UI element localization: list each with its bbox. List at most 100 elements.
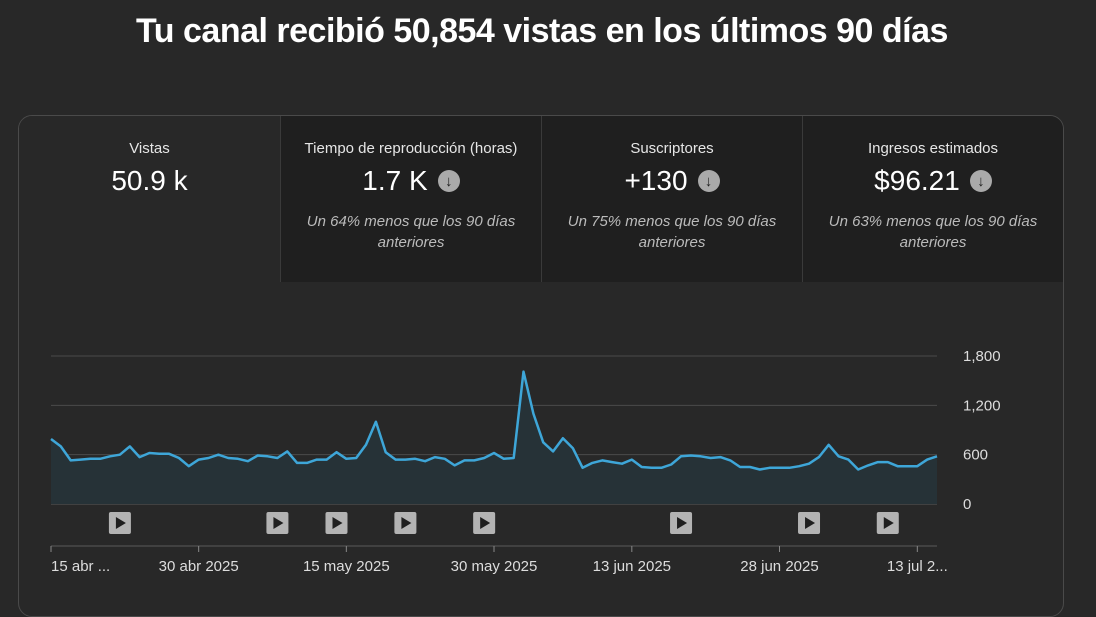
data-point[interactable] bbox=[865, 462, 871, 468]
data-point[interactable] bbox=[432, 454, 438, 460]
data-point[interactable] bbox=[737, 464, 743, 470]
data-point[interactable] bbox=[333, 449, 339, 455]
data-point[interactable] bbox=[599, 457, 605, 463]
data-point[interactable] bbox=[796, 463, 802, 469]
data-point[interactable] bbox=[442, 456, 448, 462]
data-point[interactable] bbox=[255, 452, 261, 458]
data-point[interactable] bbox=[68, 457, 74, 463]
data-point[interactable] bbox=[412, 456, 418, 462]
data-point[interactable] bbox=[885, 459, 891, 465]
data-point[interactable] bbox=[649, 465, 655, 471]
data-point[interactable] bbox=[117, 452, 123, 458]
data-point[interactable] bbox=[235, 456, 241, 462]
data-point[interactable] bbox=[924, 457, 930, 463]
data-point[interactable] bbox=[629, 457, 635, 463]
data-point[interactable] bbox=[747, 464, 753, 470]
data-point[interactable] bbox=[895, 463, 901, 469]
data-point[interactable] bbox=[353, 455, 359, 461]
metric-tab-views[interactable]: Vistas 50.9 k bbox=[19, 116, 280, 282]
data-point[interactable] bbox=[934, 453, 940, 459]
data-point[interactable] bbox=[294, 460, 300, 466]
data-point[interactable] bbox=[186, 463, 192, 469]
data-point[interactable] bbox=[471, 457, 477, 463]
data-point[interactable] bbox=[461, 457, 467, 463]
data-point[interactable] bbox=[146, 450, 152, 456]
data-point[interactable] bbox=[530, 411, 536, 417]
data-point[interactable] bbox=[816, 454, 822, 460]
data-point[interactable] bbox=[314, 457, 320, 463]
data-point[interactable] bbox=[698, 453, 704, 459]
data-point[interactable] bbox=[402, 457, 408, 463]
data-point[interactable] bbox=[875, 459, 881, 465]
data-point[interactable] bbox=[491, 450, 497, 456]
data-point[interactable] bbox=[206, 455, 212, 461]
data-point[interactable] bbox=[87, 456, 93, 462]
data-point[interactable] bbox=[48, 436, 54, 442]
data-point[interactable] bbox=[855, 466, 861, 472]
data-point[interactable] bbox=[658, 465, 664, 471]
data-point[interactable] bbox=[776, 465, 782, 471]
data-point[interactable] bbox=[343, 456, 349, 462]
arrow-down-circle-icon: ↓ bbox=[697, 170, 720, 192]
metric-tab-subscribers[interactable]: Suscriptores +130 ↓ Un 75% menos que los… bbox=[541, 116, 802, 282]
data-point[interactable] bbox=[589, 460, 595, 466]
data-point[interactable] bbox=[176, 455, 182, 461]
data-point[interactable] bbox=[274, 455, 280, 461]
metric-tab-revenue[interactable]: Ingresos estimados $96.21 ↓ Un 63% menos… bbox=[802, 116, 1063, 282]
data-point[interactable] bbox=[58, 443, 64, 449]
data-point[interactable] bbox=[196, 457, 202, 463]
data-point[interactable] bbox=[550, 448, 556, 454]
data-point[interactable] bbox=[225, 455, 231, 461]
data-point[interactable] bbox=[580, 465, 586, 471]
data-point[interactable] bbox=[284, 448, 290, 454]
data-point[interactable] bbox=[265, 453, 271, 459]
data-point[interactable] bbox=[422, 458, 428, 464]
data-point[interactable] bbox=[717, 454, 723, 460]
data-point[interactable] bbox=[481, 455, 487, 461]
data-point[interactable] bbox=[304, 460, 310, 466]
data-point[interactable] bbox=[156, 451, 162, 457]
data-point[interactable] bbox=[560, 435, 566, 441]
data-point[interactable] bbox=[324, 457, 330, 463]
data-point[interactable] bbox=[767, 465, 773, 471]
data-point[interactable] bbox=[708, 455, 714, 461]
data-point[interactable] bbox=[727, 457, 733, 463]
data-point[interactable] bbox=[521, 369, 527, 375]
data-point[interactable] bbox=[786, 465, 792, 471]
data-point[interactable] bbox=[127, 443, 133, 449]
data-point[interactable] bbox=[826, 442, 832, 448]
data-point[interactable] bbox=[619, 461, 625, 467]
data-point[interactable] bbox=[97, 456, 103, 462]
views-area bbox=[51, 371, 937, 504]
data-point[interactable] bbox=[570, 445, 576, 451]
data-point[interactable] bbox=[245, 458, 251, 464]
data-point[interactable] bbox=[166, 451, 172, 457]
metric-tab-watch-time[interactable]: Tiempo de reproducción (horas) 1.7 K ↓ U… bbox=[280, 116, 541, 282]
data-point[interactable] bbox=[363, 442, 369, 448]
data-point[interactable] bbox=[806, 461, 812, 467]
data-point[interactable] bbox=[78, 457, 84, 463]
data-point[interactable] bbox=[383, 449, 389, 455]
data-point[interactable] bbox=[845, 457, 851, 463]
data-point[interactable] bbox=[215, 452, 221, 458]
data-point[interactable] bbox=[688, 452, 694, 458]
data-point[interactable] bbox=[914, 463, 920, 469]
views-chart[interactable]: 1,800 1,200 600 0 15 abr ... 30 abr 2025 15 ma… bbox=[0, 0, 1096, 598]
data-point[interactable] bbox=[668, 462, 674, 468]
data-point[interactable] bbox=[609, 459, 615, 465]
data-point[interactable] bbox=[107, 453, 113, 459]
data-point[interactable] bbox=[639, 464, 645, 470]
data-point[interactable] bbox=[511, 455, 517, 461]
data-point[interactable] bbox=[678, 453, 684, 459]
data-point[interactable] bbox=[393, 457, 399, 463]
arrow-down-circle-icon: ↓ bbox=[437, 170, 460, 192]
data-point[interactable] bbox=[373, 419, 379, 425]
data-point[interactable] bbox=[836, 453, 842, 459]
data-point[interactable] bbox=[452, 462, 458, 468]
data-point[interactable] bbox=[137, 454, 143, 460]
x-tick-label: 30 may 2025 bbox=[451, 558, 538, 575]
data-point[interactable] bbox=[757, 466, 763, 472]
data-point[interactable] bbox=[540, 439, 546, 445]
data-point[interactable] bbox=[501, 456, 507, 462]
data-point[interactable] bbox=[904, 463, 910, 469]
